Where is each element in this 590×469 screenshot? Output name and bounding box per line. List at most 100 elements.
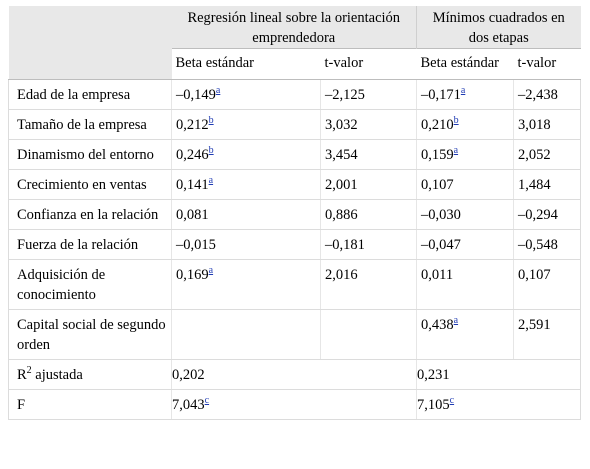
footnote-link[interactable]: c (449, 395, 455, 407)
row-label: Tamaño de la empresa (8, 109, 172, 140)
row-label: Adquisición de conocimiento (8, 259, 172, 310)
beta-two-stage: 0,011 (416, 259, 514, 310)
subheader-beta-1: Beta estándar (171, 48, 321, 80)
table-row: Crecimiento en ventas 0,141a 2,001 0,107 1,4… (8, 169, 581, 200)
beta-linear: 0,081 (171, 199, 321, 230)
group-header-row: Regresión lineal sobre la orientación em… (8, 6, 581, 49)
beta-linear: 0,246b (171, 139, 321, 170)
tvalue-two-stage: –0,548 (513, 229, 581, 260)
beta-two-stage: 0,210b (416, 109, 514, 140)
tvalue-two-stage: 2,591 (513, 309, 581, 360)
corner-cell (8, 6, 172, 49)
cell-value: 2,001 (325, 177, 358, 193)
cell-value: –2,125 (325, 87, 365, 103)
cell-value: –0,294 (518, 207, 558, 223)
tvalue-linear: 0,886 (320, 199, 417, 230)
summary-row: F 7,043c 7,105c (8, 389, 581, 420)
footnote-marker: a (209, 265, 213, 276)
footnote-link[interactable]: a (460, 85, 466, 97)
summary-two-stage: 0,231 (416, 359, 581, 390)
row-label: Fuerza de la relación (8, 229, 172, 260)
footnote-link[interactable]: a (215, 85, 221, 97)
footnote-marker: c (205, 395, 209, 406)
tvalue-two-stage: 2,052 (513, 139, 581, 170)
cell-value: 2,591 (518, 317, 551, 333)
row-label: Confianza en la relación (8, 199, 172, 230)
cell-value: 0,107 (518, 267, 551, 283)
table-body: Edad de la empresa –0,149a –2,125 –0,171a –2… (8, 79, 581, 420)
beta-two-stage: –0,047 (416, 229, 514, 260)
cell-value: 0,202 (172, 367, 205, 383)
footnote-marker: a (209, 175, 213, 186)
table-row: Capital social de segundo orden 0,438a 2,5… (8, 309, 581, 360)
footnote-marker: b (209, 145, 214, 156)
cell-value: –0,548 (518, 237, 558, 253)
footnote-marker: a (454, 145, 458, 156)
footnote-marker: b (454, 115, 459, 126)
cell-value: 0,246 (176, 147, 209, 163)
cell-value: 0,107 (421, 177, 454, 193)
row-label: Capital social de segundo orden (8, 309, 172, 360)
table-row: Dinamismo del entorno 0,246b 3,454 0,159a 2,… (8, 139, 581, 170)
beta-two-stage: 0,159a (416, 139, 514, 170)
cell-value: –0,171 (421, 87, 461, 103)
summary-linear: 7,043c (171, 389, 417, 420)
subheader-tvalue-1: t-valor (320, 48, 417, 80)
cell-value: 0,159 (421, 147, 454, 163)
beta-linear: –0,015 (171, 229, 321, 260)
footnote-link[interactable]: a (208, 175, 214, 187)
cell-value: 0,011 (421, 267, 454, 283)
beta-linear: –0,149a (171, 79, 321, 110)
table-row: Confianza en la relación 0,081 0,886 –0,030… (8, 199, 581, 230)
tvalue-two-stage: –2,438 (513, 79, 581, 110)
summary-label-rest: ajustada (31, 367, 83, 383)
summary-two-stage: 7,105c (416, 389, 581, 420)
row-label: Dinamismo del entorno (8, 139, 172, 170)
footnote-marker: c (450, 395, 454, 406)
beta-two-stage: 0,107 (416, 169, 514, 200)
footnote-link[interactable]: b (453, 115, 459, 127)
cell-value: 0,081 (176, 207, 209, 223)
tvalue-two-stage: 3,018 (513, 109, 581, 140)
footnote-link[interactable]: c (204, 395, 210, 407)
summary-label-main: R (17, 367, 27, 383)
cell-value: 1,484 (518, 177, 551, 193)
cell-value: 3,018 (518, 117, 551, 133)
cell-value: 3,454 (325, 147, 358, 163)
row-label: Crecimiento en ventas (8, 169, 172, 200)
footnote-link[interactable]: b (208, 145, 214, 157)
tvalue-linear: 3,454 (320, 139, 417, 170)
subheader-tvalue-2: t-valor (513, 48, 581, 80)
footnote-marker: a (216, 85, 220, 96)
table-row: Fuerza de la relación –0,015 –0,181 –0,047 –… (8, 229, 581, 260)
cell-value: 0,141 (176, 177, 209, 193)
footnote-link[interactable]: a (208, 265, 214, 277)
summary-row: R2 ajustada 0,202 0,231 (8, 359, 581, 390)
cell-value: –0,181 (325, 237, 365, 253)
footnote-link[interactable]: a (453, 315, 459, 327)
subheader-beta-2: Beta estándar (416, 48, 514, 80)
subheader-blank (8, 48, 172, 80)
tvalue-linear: –2,125 (320, 79, 417, 110)
cell-value: 0,169 (176, 267, 209, 283)
beta-linear: 0,212b (171, 109, 321, 140)
cell-value: 0,210 (421, 117, 454, 133)
summary-label: F (8, 389, 172, 420)
footnote-link[interactable]: b (208, 115, 214, 127)
cell-value: 0,886 (325, 207, 358, 223)
tvalue-two-stage: 0,107 (513, 259, 581, 310)
table-row: Tamaño de la empresa 0,212b 3,032 0,210b 3,0… (8, 109, 581, 140)
cell-value: –0,030 (421, 207, 461, 223)
summary-label: R2 ajustada (8, 359, 172, 390)
cell-value: –0,047 (421, 237, 461, 253)
footnote-marker: a (454, 315, 458, 326)
tvalue-linear: 2,001 (320, 169, 417, 200)
cell-value: –0,149 (176, 87, 216, 103)
tvalue-two-stage: 1,484 (513, 169, 581, 200)
summary-label-main: F (17, 397, 26, 413)
cell-value: 3,032 (325, 117, 358, 133)
summary-label-sup: 2 (26, 365, 32, 377)
footnote-link[interactable]: a (453, 145, 459, 157)
tvalue-linear: 3,032 (320, 109, 417, 140)
group-header-linear-regression: Regresión lineal sobre la orientación em… (171, 6, 417, 49)
